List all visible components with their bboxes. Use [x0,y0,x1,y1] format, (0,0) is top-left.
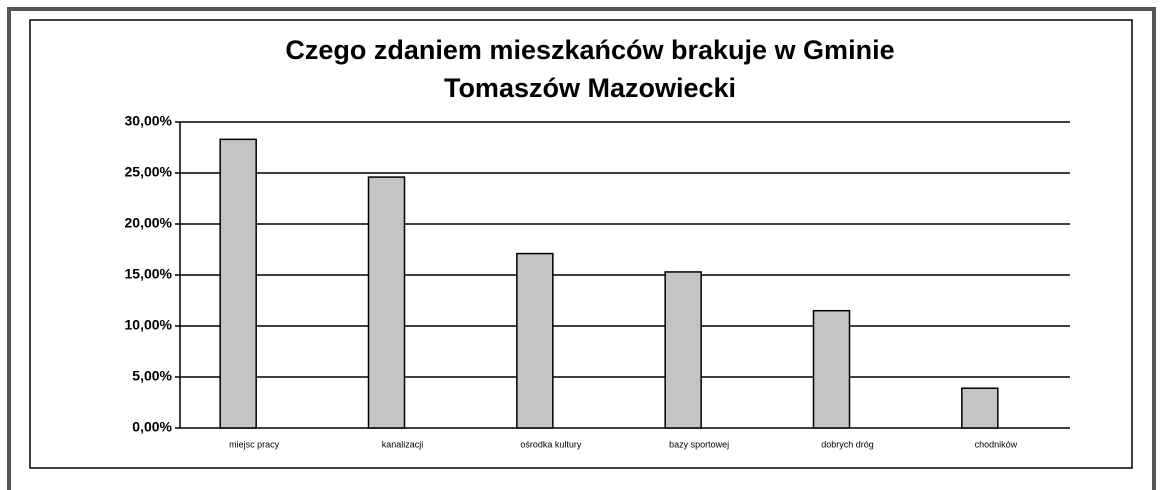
bar [219,138,257,429]
bar [961,387,999,429]
bar [664,271,702,429]
y-tick-label: 30,00% [125,113,173,129]
y-tick-label: 0,00% [132,419,172,435]
y-tick-label: 25,00% [125,164,173,180]
chart-title: Czego zdaniem mieszkańców brakuje w Gmin… [285,35,894,65]
bar [516,252,554,429]
x-tick-label: bazy sportowej [669,439,729,449]
chart-title: Tomaszów Mazowiecki [444,73,736,103]
bar [367,176,406,429]
x-tick-label: kanalizacji [382,439,424,449]
x-tick-label: ośrodka kultury [520,439,582,449]
y-tick-label: 10,00% [125,317,173,333]
y-tick-label: 15,00% [125,266,173,282]
y-tick-label: 20,00% [125,215,173,231]
x-tick-label: miejsc pracy [229,439,280,449]
y-tick-label: 5,00% [132,368,172,384]
bar [812,309,851,429]
x-tick-label: dobrych dróg [821,439,874,449]
chart-area [29,19,1133,469]
frame [7,7,1156,490]
x-tick-label: chodników [975,439,1018,449]
